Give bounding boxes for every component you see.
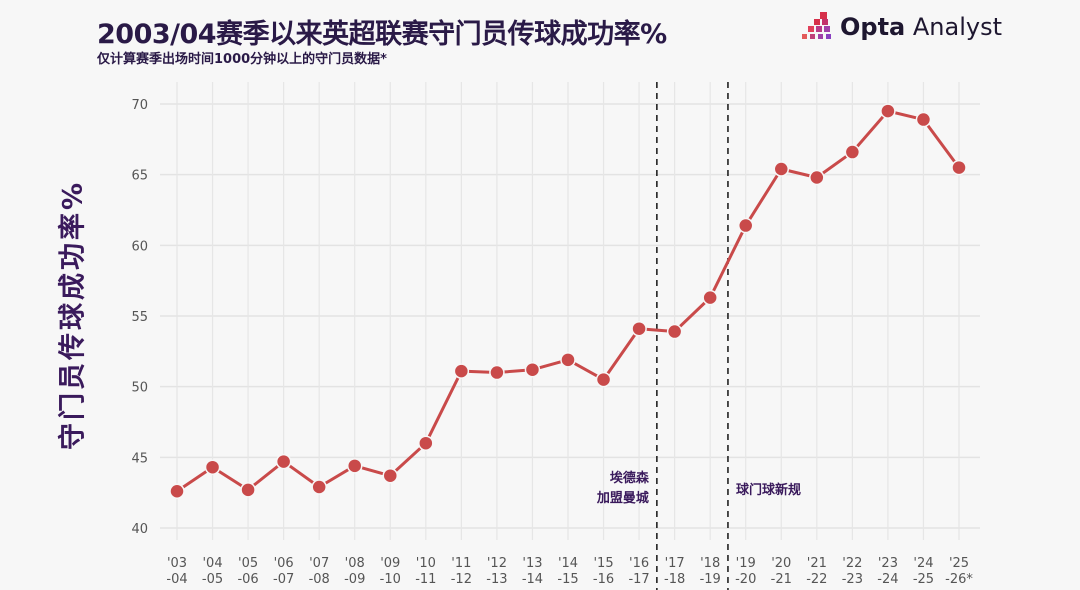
logo-text: Analyst [912, 13, 1003, 41]
chart-subtitle: 仅计算赛季出场时间1000分钟以上的守门员数据* [97, 52, 387, 67]
y-tick-label: 65 [131, 169, 148, 184]
data-point: 68.9 [915, 111, 932, 128]
x-tick-label: -20 [735, 572, 756, 587]
annotation-label: 埃德森 [610, 470, 650, 486]
data-point: 53.9 [666, 323, 683, 340]
data-point: 51.1 [453, 363, 470, 379]
data-point: 42.6 [169, 483, 185, 500]
x-tick-label: '10 [416, 556, 436, 571]
data-point: 46 [418, 435, 434, 451]
x-tick-label: '25 [949, 556, 969, 571]
data-point: 51.2 [524, 361, 541, 378]
y-tick-label: 45 [131, 451, 148, 466]
data-point: 61.4 [737, 217, 754, 234]
x-tick-label: -26* [945, 572, 973, 587]
opta-analyst-logo: Opta Analyst [800, 10, 1002, 44]
data-point: 51.9 [560, 352, 576, 368]
y-tick-label: 40 [131, 522, 148, 537]
x-tick-label: '13 [522, 556, 542, 571]
x-tick-label: '24 [913, 556, 933, 571]
x-tick-label: -13 [486, 572, 507, 587]
x-tick-label: -24 [877, 572, 898, 587]
x-tick-label: -17 [628, 572, 649, 587]
x-tick-label: '19 [736, 556, 756, 571]
data-point: 65.5 [951, 159, 967, 176]
chart-title: 2003/04赛季以来英超联赛守门员传球成功率% [97, 19, 667, 50]
x-tick-label: '04 [202, 556, 222, 571]
data-point: 42.7 [240, 482, 256, 498]
data-point: 51 [489, 364, 505, 381]
x-tick-label: '15 [593, 556, 613, 571]
x-tick-label: -19 [700, 572, 721, 587]
x-tick-label: -18 [664, 572, 685, 587]
data-point: 54.1 [631, 320, 647, 337]
y-tick-label: 55 [131, 310, 148, 325]
x-tick-label: '06 [274, 556, 294, 571]
x-tick-label: -08 [309, 572, 330, 587]
x-tick-label: '21 [807, 556, 827, 571]
x-tick-label: '11 [451, 556, 471, 571]
logo-text-bold: Opta [840, 13, 906, 41]
x-tick-label: -11 [415, 572, 436, 587]
x-tick-label: '03 [167, 556, 187, 571]
x-tick-label: '05 [238, 556, 258, 571]
x-tick-label: '18 [700, 556, 720, 571]
data-point: 56.3 [702, 289, 718, 306]
x-tick-label: '07 [309, 556, 329, 571]
x-tick-label: -14 [522, 572, 543, 587]
x-tick-label: '17 [665, 556, 685, 571]
x-tick-label: '20 [771, 556, 791, 571]
x-tick-label: '14 [558, 556, 578, 571]
data-point: 64.8 [809, 169, 825, 186]
data-point: 66.6 [844, 144, 861, 160]
x-tick-label: -15 [557, 572, 578, 587]
data-point: 44.4 [346, 458, 363, 474]
data-point: 44.7 [275, 453, 292, 470]
annotation-label: 加盟曼城 [596, 490, 649, 506]
x-tick-label: -05 [202, 572, 223, 587]
data-point: 65.4 [773, 161, 790, 177]
logo-pixel-icon [802, 12, 831, 39]
x-tick-label: -10 [380, 572, 401, 587]
x-tick-label: -09 [344, 572, 365, 587]
x-tick-label: -16 [593, 572, 614, 587]
y-tick-label: 60 [131, 239, 148, 254]
x-tick-label: -21 [771, 572, 792, 587]
x-tick-label: '23 [878, 556, 898, 571]
x-tick-label: -23 [842, 572, 863, 587]
data-point: 43.7 [382, 467, 399, 484]
x-tick-label: -06 [237, 572, 258, 587]
annotation-label: 球门球新规 [736, 482, 801, 498]
y-tick-label: 50 [131, 381, 148, 396]
data-point: 69.5 [880, 103, 896, 119]
x-tick-label: '22 [842, 556, 862, 571]
y-tick-label: 70 [131, 98, 148, 113]
data-point: 42.9 [311, 479, 327, 495]
x-tick-label: -25 [913, 572, 934, 587]
x-tick-label: '16 [629, 556, 649, 571]
x-tick-label: '12 [487, 556, 507, 571]
x-tick-label: -22 [806, 572, 827, 587]
x-tick-label: '08 [345, 556, 365, 571]
x-tick-label: -12 [451, 572, 472, 587]
x-tick-label: -04 [166, 572, 187, 587]
x-tick-label: '09 [380, 556, 400, 571]
data-point: 50.5 [595, 371, 612, 388]
data-point: 44.3 [204, 459, 221, 475]
x-tick-label: -07 [273, 572, 294, 587]
